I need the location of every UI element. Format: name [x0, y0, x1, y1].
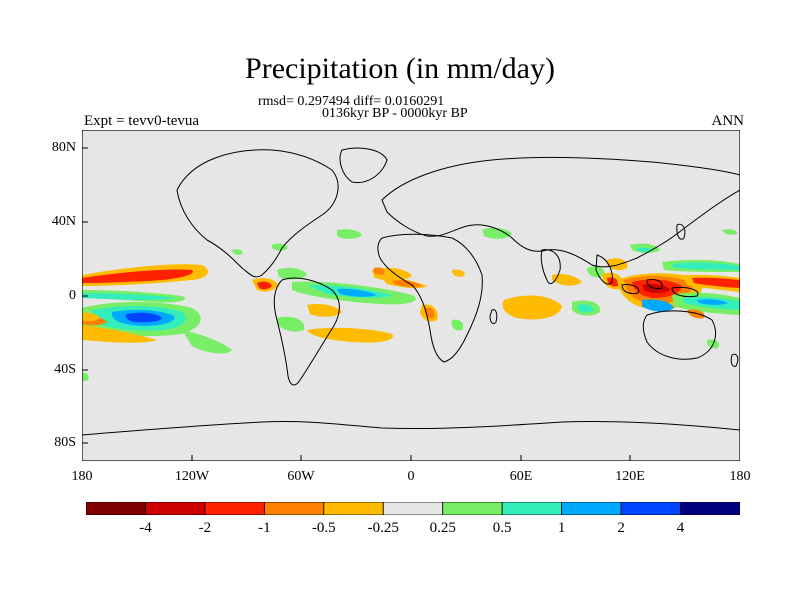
lat-label-40n: 40N [51, 214, 76, 229]
coastlines [82, 147, 740, 436]
stats-subtitle: rmsd= 0.297494 diff= 0.0160291 [258, 94, 445, 109]
lon-label-0: 0 [407, 469, 415, 484]
axis-ticks [82, 147, 631, 461]
colorbar-swatch [680, 502, 740, 515]
colorbar-label: 0.25 [429, 520, 456, 536]
experiment-label: Expt = tevv0-tevua [84, 113, 200, 129]
colorbar-swatch [323, 502, 384, 515]
colorbar-label: -0.5 [311, 520, 336, 536]
colorbar [86, 502, 740, 515]
lon-label-60w: 60W [287, 469, 315, 484]
colorbar-swatch [620, 502, 681, 515]
colorbar-label: 2 [617, 520, 625, 536]
period-subtitle: 0136kyr BP - 0000kyr BP [322, 106, 468, 121]
colorbar-swatch [86, 502, 146, 515]
season-label: ANN [711, 113, 745, 129]
colorbar-swatch [382, 502, 444, 515]
colorbar-swatch [561, 502, 622, 515]
lat-label-80n: 80N [51, 140, 76, 155]
lat-label-80s: 80S [54, 435, 76, 450]
colorbar-swatch [501, 502, 563, 515]
lat-label-40s: 40S [54, 362, 76, 377]
lon-label-60e: 60E [509, 469, 533, 484]
colorbar-label: -2 [198, 520, 212, 536]
colorbar-label: -4 [139, 520, 152, 536]
colorbar-label: -0.25 [367, 520, 399, 536]
plot-title: Precipitation (in mm/day) [245, 52, 555, 85]
colorbar-swatch [145, 502, 206, 515]
colorbar-label: -1 [258, 520, 271, 536]
lon-label-180w: 180 [71, 469, 93, 484]
colorbar-swatch [204, 502, 265, 515]
lon-label-120w: 120W [174, 469, 210, 484]
lon-label-180e: 180 [729, 469, 751, 484]
lat-label-eq: 0 [69, 288, 76, 303]
colorbar-label: 0.5 [492, 520, 512, 536]
lon-label-120e: 120E [615, 469, 645, 484]
anomaly-fields [82, 227, 740, 382]
colorbar-swatch [442, 502, 503, 515]
colorbar-label: 1 [557, 520, 566, 536]
colorbar-label: 4 [676, 520, 685, 536]
colorbar-swatch [263, 502, 325, 515]
precipitation-map [82, 130, 740, 461]
